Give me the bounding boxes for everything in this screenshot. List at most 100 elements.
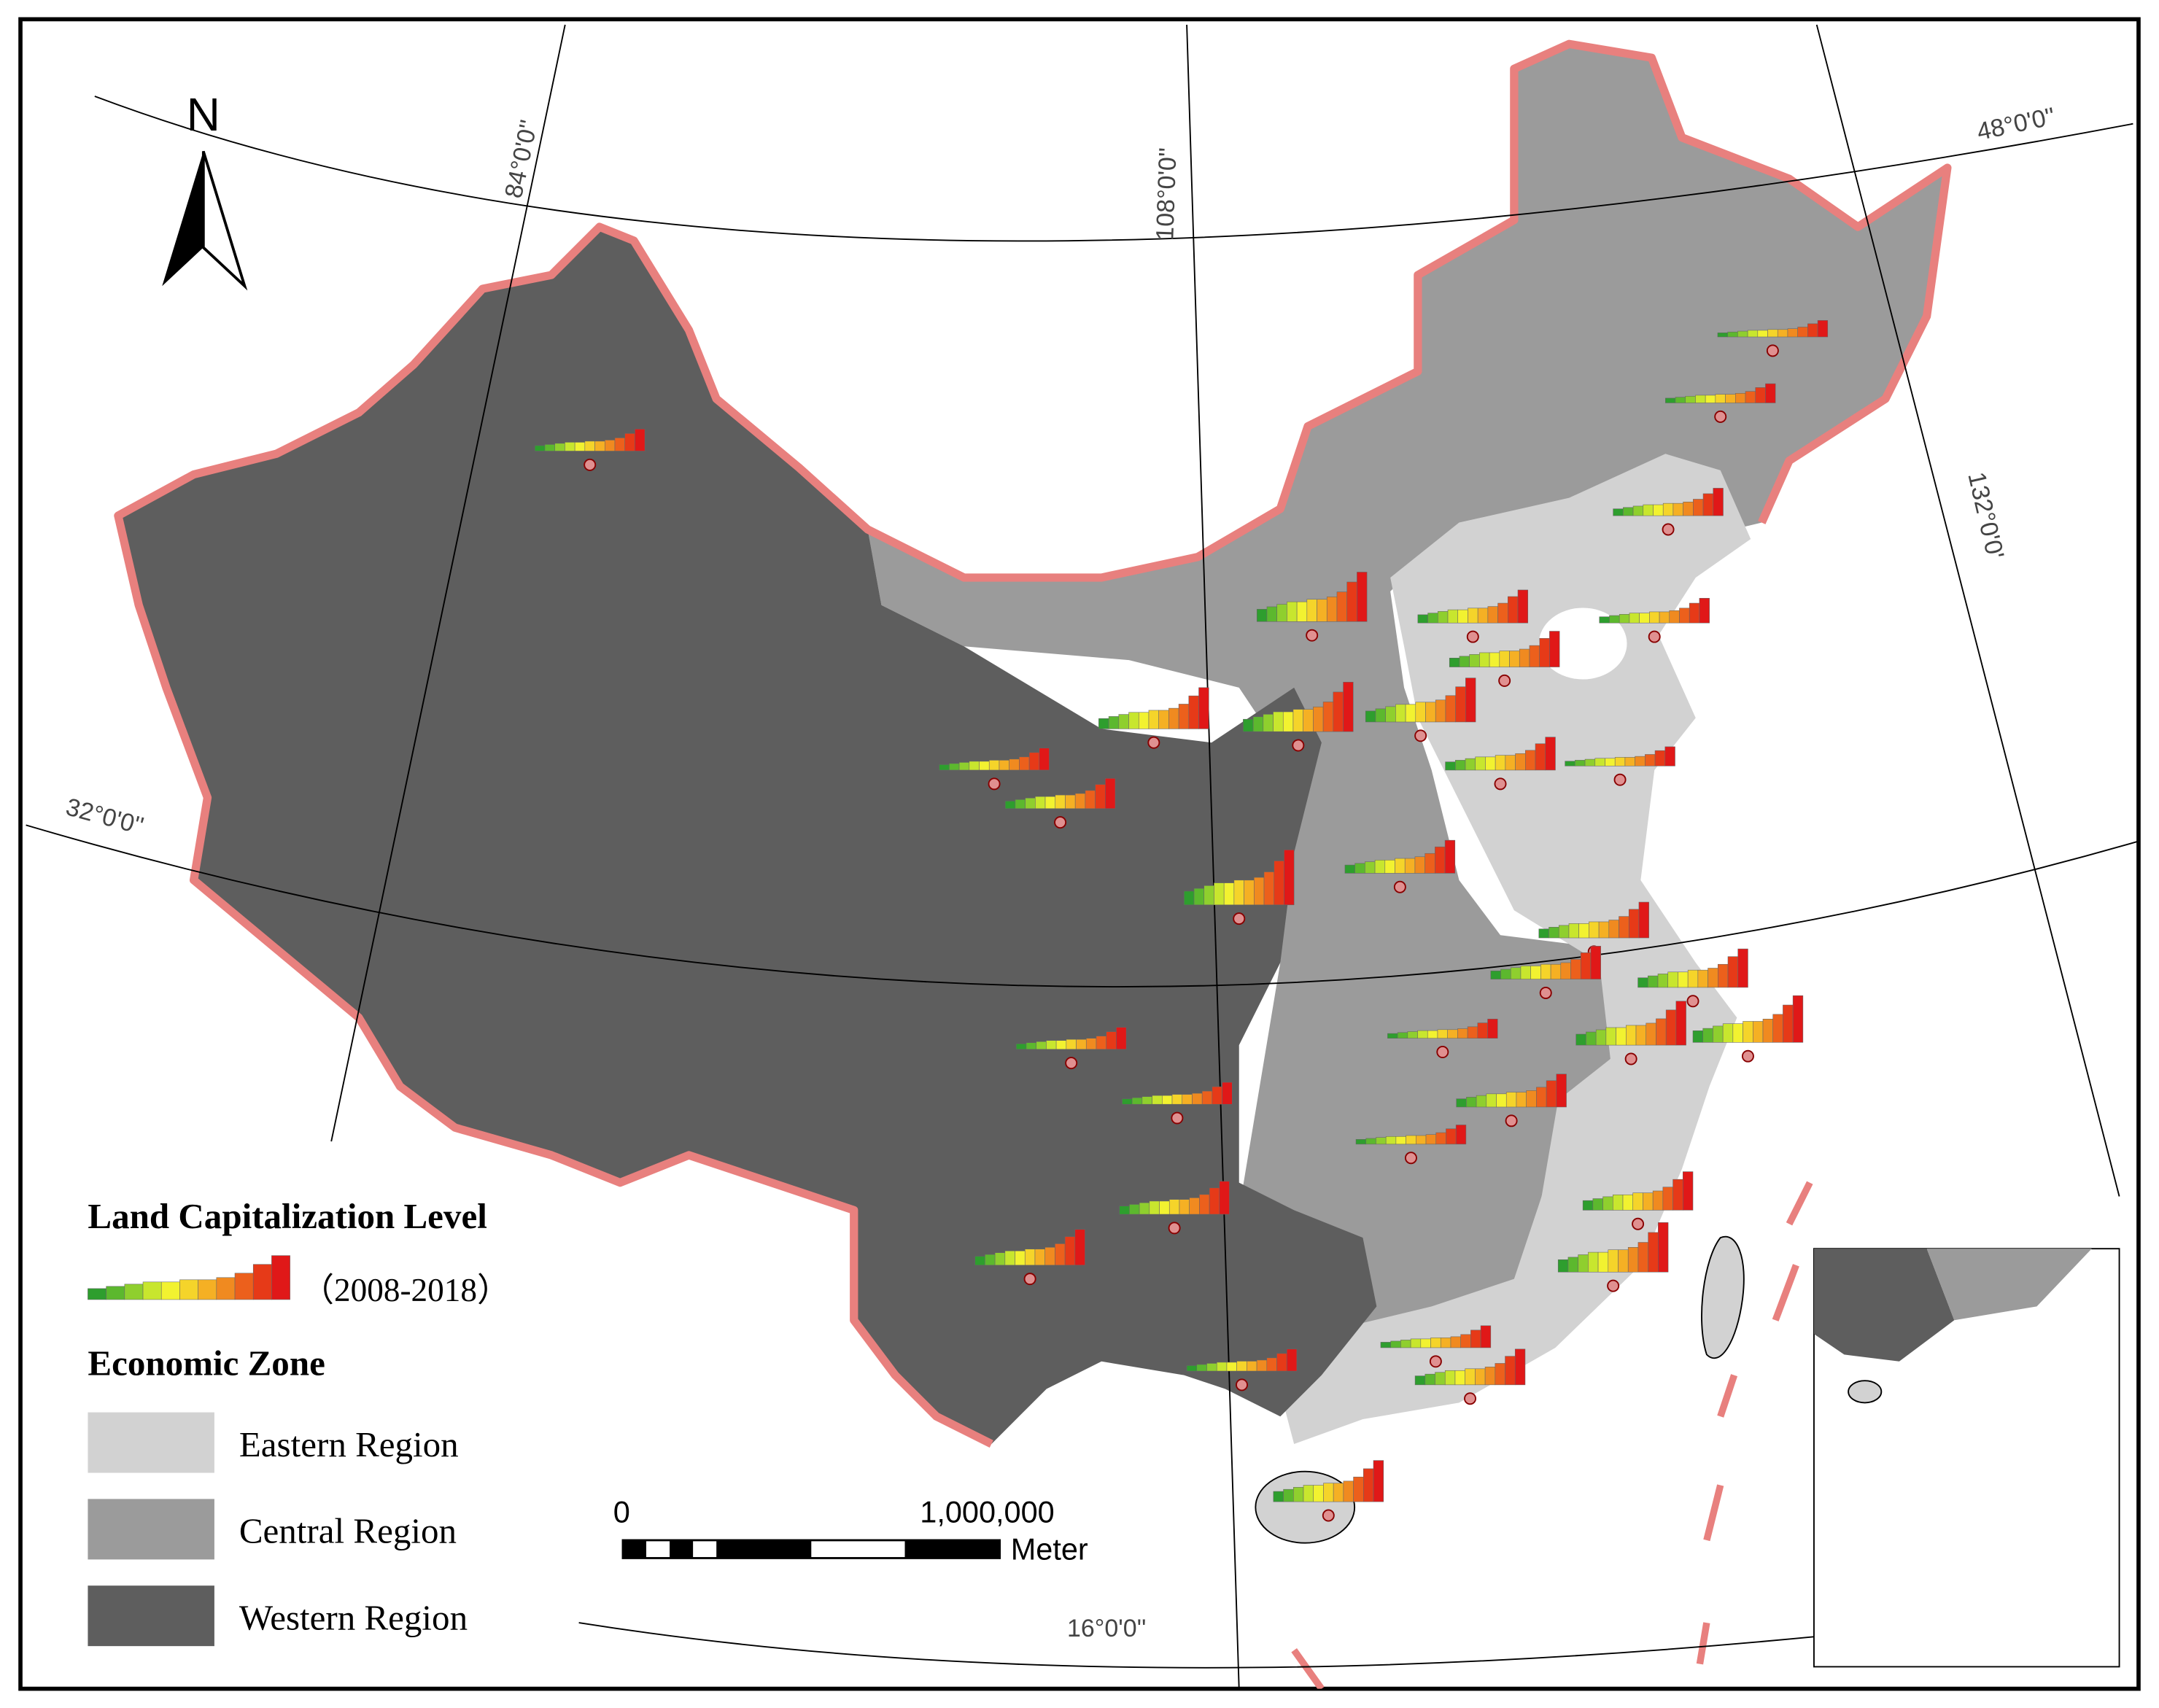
glyph-bar	[1066, 1039, 1077, 1050]
glyph-bar	[1718, 963, 1729, 988]
city-marker	[1404, 1152, 1417, 1165]
glyph-bar	[1628, 909, 1640, 939]
glyph-bar	[1510, 967, 1522, 979]
glyph-bar	[1184, 890, 1195, 906]
glyph-bar	[1435, 846, 1446, 874]
glyph-bar	[1274, 861, 1284, 906]
glyph-bar	[1284, 850, 1295, 906]
glyph-bar	[1333, 691, 1344, 732]
glyph-bar	[1420, 1338, 1431, 1348]
glyph-bar	[1745, 391, 1756, 403]
glyph-bar	[1282, 711, 1294, 732]
glyph-bar	[1178, 704, 1190, 729]
glyph-bar	[1395, 858, 1406, 874]
glyph-bar	[1406, 1135, 1416, 1145]
glyph-bar	[1365, 710, 1376, 723]
city-marker	[1466, 630, 1479, 643]
glyph-bar	[1515, 753, 1526, 771]
glyph-bar	[106, 1286, 125, 1300]
glyph-bar	[1449, 658, 1460, 667]
glyph-bar	[624, 433, 635, 451]
city-marker	[1147, 736, 1160, 749]
glyph-bar	[1475, 1368, 1486, 1386]
glyph-bar	[1725, 394, 1736, 403]
glyph-bar	[1556, 1074, 1567, 1108]
glyph-bar	[1118, 714, 1129, 729]
glyph-bar	[1713, 488, 1724, 516]
zone-swatch	[88, 1585, 214, 1647]
glyph-bar	[1193, 888, 1205, 906]
glyph-bar	[1635, 756, 1646, 766]
glyph-bar	[1702, 1028, 1713, 1043]
glyph-bar	[1664, 746, 1675, 766]
glyph-bar	[1582, 1200, 1594, 1211]
glyph-bar	[198, 1279, 217, 1300]
glyph-bar	[1414, 856, 1425, 874]
glyph-bar	[1209, 1187, 1220, 1215]
zone-swatch	[88, 1412, 214, 1473]
glyph-bar	[1570, 959, 1581, 979]
glyph-bar	[1116, 1027, 1127, 1050]
glyph-bar	[1296, 601, 1308, 622]
glyph-bar	[1645, 754, 1656, 766]
glyph-bar	[1477, 1022, 1488, 1039]
glyph-bar	[1575, 760, 1586, 766]
glyph-bar	[88, 1288, 106, 1300]
glyph-bar	[1489, 652, 1500, 667]
city-marker	[1429, 1355, 1442, 1368]
city-marker	[1436, 1046, 1449, 1059]
glyph-bar	[1715, 394, 1726, 403]
glyph-bar	[974, 1256, 985, 1266]
glyph-bar	[1355, 1138, 1367, 1145]
north-arrow: N	[162, 88, 248, 291]
glyph-bar	[1485, 756, 1496, 771]
glyph-bar	[1015, 799, 1026, 810]
glyph-bar	[1417, 614, 1428, 624]
glyph-bar	[1219, 1181, 1230, 1215]
glyph-bar	[1638, 901, 1649, 939]
glyph-bar	[1263, 872, 1275, 906]
glyph-bar	[1614, 757, 1626, 766]
glyph-bar	[1517, 589, 1529, 624]
city-marker	[1539, 986, 1552, 999]
city-marker	[1306, 629, 1319, 642]
glyph-bar	[1263, 714, 1274, 732]
glyph-bar	[1765, 383, 1776, 403]
city-marker	[1236, 1378, 1248, 1391]
glyph-bar	[1199, 1194, 1210, 1215]
glyph-bar	[1158, 710, 1169, 729]
glyph-bar	[1276, 1353, 1287, 1372]
glyph-bar	[635, 429, 646, 451]
glyph-bar	[1457, 1028, 1468, 1039]
glyph-bar	[1435, 1372, 1446, 1386]
glyph-bar	[1254, 877, 1265, 906]
glyph-bar	[1055, 1243, 1066, 1266]
glyph-bar	[1387, 1033, 1398, 1039]
glyph-bar	[994, 1252, 1006, 1266]
hainan	[1255, 1470, 1356, 1544]
city-marker	[1613, 773, 1627, 786]
glyph-bar	[1557, 1259, 1569, 1273]
glyph-bar	[1592, 1198, 1603, 1211]
glyph-bar	[1222, 1082, 1233, 1105]
glyph-bar	[1717, 333, 1728, 338]
glyph-bar	[1757, 330, 1768, 338]
glyph-bar	[1303, 709, 1314, 732]
glyph-bar	[1465, 1368, 1476, 1386]
glyph-bar	[1490, 970, 1501, 979]
glyph-bar	[1505, 1092, 1517, 1108]
glyph-bar	[1459, 656, 1470, 667]
glyph-bar	[1440, 1338, 1451, 1348]
glyph-bar	[1477, 607, 1489, 624]
glyph-bar	[1326, 597, 1338, 622]
glyph-bar	[1605, 758, 1616, 766]
glyph-bar	[1672, 502, 1683, 516]
glyph-bar	[1643, 504, 1654, 516]
glyph-bar	[1549, 631, 1560, 667]
glyph-bar	[1767, 329, 1778, 338]
glyph-bar	[1578, 923, 1589, 939]
glyph-bar	[1276, 604, 1287, 622]
glyph-bar	[1649, 611, 1660, 624]
glyph-bar	[1495, 1363, 1505, 1386]
glyph-bar	[1675, 1001, 1686, 1046]
